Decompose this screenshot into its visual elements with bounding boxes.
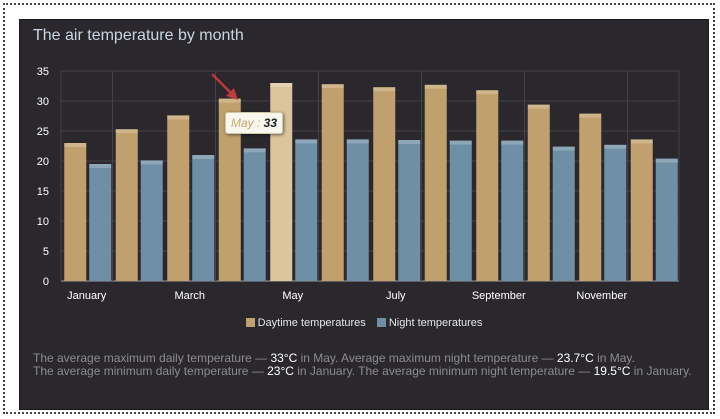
- bar-daytime: [630, 139, 653, 281]
- bar-bevel: [140, 160, 163, 165]
- bar-bevel: [527, 104, 550, 109]
- bar-daytime: [64, 143, 87, 281]
- x-tick-label: November: [576, 290, 627, 302]
- summary-text: in January. The average minimum night te…: [293, 364, 594, 378]
- bar-night: [346, 139, 369, 281]
- bar-night: [243, 148, 266, 281]
- summary-value: 23°C: [267, 364, 294, 378]
- bar-night: [295, 139, 318, 281]
- chart-title: The air temperature by month: [33, 27, 244, 44]
- bar-night: [398, 140, 421, 281]
- bar-bevel: [579, 113, 602, 118]
- bar-night: [192, 155, 215, 281]
- y-tick-label: 20: [37, 156, 49, 168]
- summary-value: 33°C: [270, 351, 298, 365]
- bar-daytime: [476, 90, 499, 281]
- y-tick-label: 10: [37, 216, 49, 228]
- tooltip-value: 33: [263, 116, 278, 130]
- y-tick-label: 0: [43, 276, 49, 288]
- bar-bevel: [630, 139, 653, 144]
- legend-swatch-night: [376, 318, 386, 327]
- x-tick-label: September: [472, 290, 526, 302]
- bar-bevel: [218, 98, 241, 103]
- chart-tooltip: May : 33: [225, 112, 283, 134]
- y-tick-label: 35: [37, 66, 49, 78]
- bar-bevel: [552, 146, 575, 151]
- bar-bevel: [89, 164, 112, 168]
- chart-panel: The air temperature by month 0 5 10 15 20 25 3…: [19, 19, 709, 410]
- bar-bevel: [449, 140, 472, 145]
- bar-bevel: [115, 129, 138, 134]
- bar-daytime: [218, 98, 241, 281]
- summary-value: 19.5°C: [593, 364, 631, 378]
- bar-night: [140, 160, 163, 281]
- bar-daytime: [115, 129, 138, 281]
- bar-night: [552, 146, 575, 281]
- chart-plot: 0 5 10 15 20 25 30 35 January March May July Septemb…: [37, 66, 680, 302]
- bar-bevel: [295, 139, 318, 144]
- bar-bevel: [243, 148, 266, 153]
- chart-frame: The air temperature by month 0 5 10 15 20 25 3…: [3, 3, 715, 414]
- bar-daytime: [167, 115, 190, 282]
- bar-night: [501, 140, 524, 281]
- summary-value: 23.7°C: [556, 351, 594, 365]
- chart-legend: Daytime temperatures Night temperatures: [20, 317, 708, 329]
- bar-bevel: [192, 155, 215, 159]
- bar-daytime: [527, 104, 550, 281]
- bar-night: [449, 140, 472, 281]
- summary-text: in January.: [630, 364, 692, 378]
- bar-bevel: [476, 90, 499, 95]
- x-tick-label: July: [386, 290, 406, 302]
- y-tick-label: 30: [37, 96, 49, 108]
- x-tick-label: January: [67, 290, 107, 302]
- bar-daytime: [424, 84, 447, 281]
- bar-bevel: [501, 140, 524, 145]
- bar-bevel: [167, 115, 190, 120]
- tooltip-label: May: [230, 116, 254, 130]
- legend-label-night: Night temperatures: [388, 317, 483, 329]
- bar-bevel: [373, 87, 396, 92]
- bar-night: [655, 158, 678, 281]
- x-tick-label: March: [174, 290, 205, 302]
- y-tick-label: 5: [43, 246, 49, 258]
- x-tick-label: May: [282, 290, 303, 302]
- bar-bevel: [321, 84, 344, 89]
- summary-text: in May.: [593, 351, 635, 365]
- bar-bevel: [655, 158, 678, 163]
- arrow-pointer-head-icon: [226, 88, 238, 100]
- bar-bevel: [64, 143, 87, 147]
- bar-daytime: [373, 87, 396, 281]
- summary-text: in May. Average maximum night temperatur…: [297, 351, 557, 365]
- summary-text: The average minimum daily temperature —: [33, 364, 268, 378]
- bar-night: [89, 164, 112, 281]
- legend-item-daytime[interactable]: Daytime temperatures: [245, 317, 366, 329]
- bar-bevel: [346, 139, 369, 144]
- bar-bevel: [270, 83, 293, 87]
- bar-daytime: [579, 113, 602, 281]
- legend-label-daytime: Daytime temperatures: [257, 317, 366, 329]
- bar-daytime: [321, 84, 344, 281]
- legend-item-night[interactable]: Night temperatures: [376, 317, 483, 329]
- y-tick-label: 25: [37, 126, 49, 138]
- bar-bevel: [604, 144, 627, 149]
- bar-bevel: [424, 84, 447, 89]
- temperature-summary: The average maximum daily temperature — …: [33, 352, 693, 378]
- bar-bevel: [398, 140, 421, 144]
- summary-text: The average maximum daily temperature —: [33, 351, 271, 365]
- bar-night: [604, 144, 627, 281]
- legend-swatch-daytime: [245, 318, 255, 327]
- y-tick-label: 15: [37, 186, 49, 198]
